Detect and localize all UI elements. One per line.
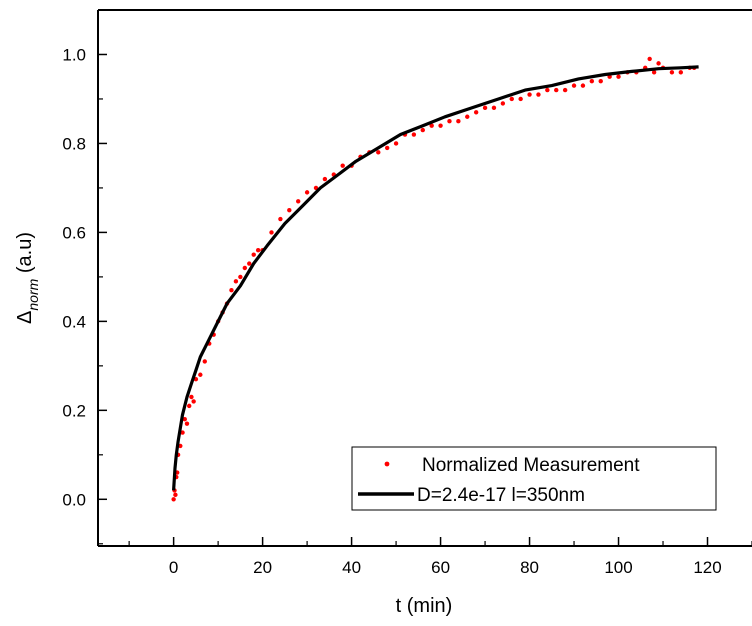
data-point xyxy=(500,101,506,106)
x-axis-title: t (min) xyxy=(396,595,453,617)
x-tick-label: 60 xyxy=(431,558,450,577)
data-point xyxy=(340,163,345,168)
data-point xyxy=(482,105,488,111)
data-point xyxy=(518,96,523,102)
data-point xyxy=(304,190,310,195)
data-point xyxy=(251,252,256,257)
data-point xyxy=(184,421,190,426)
y-tick-label: 1.0 xyxy=(62,45,86,64)
data-point xyxy=(651,70,657,75)
data-point xyxy=(545,87,550,93)
y-axis-subscript: norm xyxy=(25,278,41,310)
data-point xyxy=(589,78,595,84)
x-tick-label: 120 xyxy=(693,558,721,577)
data-point xyxy=(420,127,425,133)
data-point xyxy=(678,70,684,75)
y-tick-label: 0.4 xyxy=(62,312,86,331)
y-tick-label: 0.2 xyxy=(62,401,86,420)
data-point xyxy=(473,110,479,115)
data-point xyxy=(182,417,187,422)
data-point xyxy=(491,105,497,111)
data-point xyxy=(580,83,586,88)
data-point xyxy=(656,61,661,66)
y-tick-label: 0.8 xyxy=(62,134,86,153)
data-point xyxy=(278,216,283,222)
data-point xyxy=(429,123,434,128)
data-point xyxy=(180,430,185,435)
data-point xyxy=(384,145,390,151)
data-point xyxy=(202,359,207,364)
data-point xyxy=(669,70,675,75)
x-tick-label: 80 xyxy=(520,558,539,577)
legend-box xyxy=(351,446,717,511)
data-point xyxy=(509,96,514,102)
data-point xyxy=(198,372,203,377)
legend-label-measurement: Normalized Measurement xyxy=(422,455,640,476)
data-point xyxy=(393,141,399,146)
data-point xyxy=(456,119,461,124)
data-point xyxy=(647,56,652,62)
data-point xyxy=(287,207,292,213)
data-point xyxy=(527,92,532,97)
data-point xyxy=(376,150,381,155)
data-point xyxy=(465,114,470,119)
data-point xyxy=(571,83,577,88)
data-point xyxy=(554,87,559,93)
data-point xyxy=(322,176,328,182)
data-marks xyxy=(171,56,699,502)
data-point xyxy=(411,132,417,137)
x-tick-label: 0 xyxy=(169,558,178,577)
data-point xyxy=(173,492,178,498)
data-point xyxy=(233,279,239,284)
legend-label-fit: D=2.4e-17 l=350nm xyxy=(417,485,585,506)
y-axis-title: Δnorm (a.u) xyxy=(14,232,41,324)
fit-curve xyxy=(172,65,699,491)
legend-marker-measurement xyxy=(384,461,390,467)
data-point xyxy=(562,87,568,93)
data-point xyxy=(296,199,301,204)
x-tick-label: 100 xyxy=(604,558,632,577)
data-point xyxy=(191,399,196,404)
y-axis-ticks: 0.0 0.2 0.4 0.6 0.8 1.0 xyxy=(62,45,107,545)
y-axis-unit: (a.u) xyxy=(14,232,36,279)
data-point xyxy=(187,403,192,409)
y-tick-label: 0.0 xyxy=(62,490,86,509)
data-point xyxy=(598,78,603,84)
data-point xyxy=(189,394,194,400)
y-axis-symbol: Δ xyxy=(14,311,36,324)
data-point xyxy=(229,288,234,293)
data-point xyxy=(269,230,274,235)
data-point xyxy=(616,74,621,79)
data-point xyxy=(255,247,261,253)
legend: Normalized Measurement D=2.4e-17 l=350nm xyxy=(351,446,717,511)
x-tick-label: 40 xyxy=(342,558,361,577)
x-axis-ticks: 0 20 40 60 80 100 120 xyxy=(128,537,752,577)
y-tick-label: 0.6 xyxy=(62,223,86,242)
data-point xyxy=(238,274,243,280)
data-point xyxy=(438,123,443,128)
data-point xyxy=(247,261,252,266)
data-point xyxy=(447,119,452,124)
data-point xyxy=(536,92,541,97)
x-tick-label: 20 xyxy=(253,558,272,577)
data-point xyxy=(171,497,176,502)
data-point xyxy=(242,265,248,271)
